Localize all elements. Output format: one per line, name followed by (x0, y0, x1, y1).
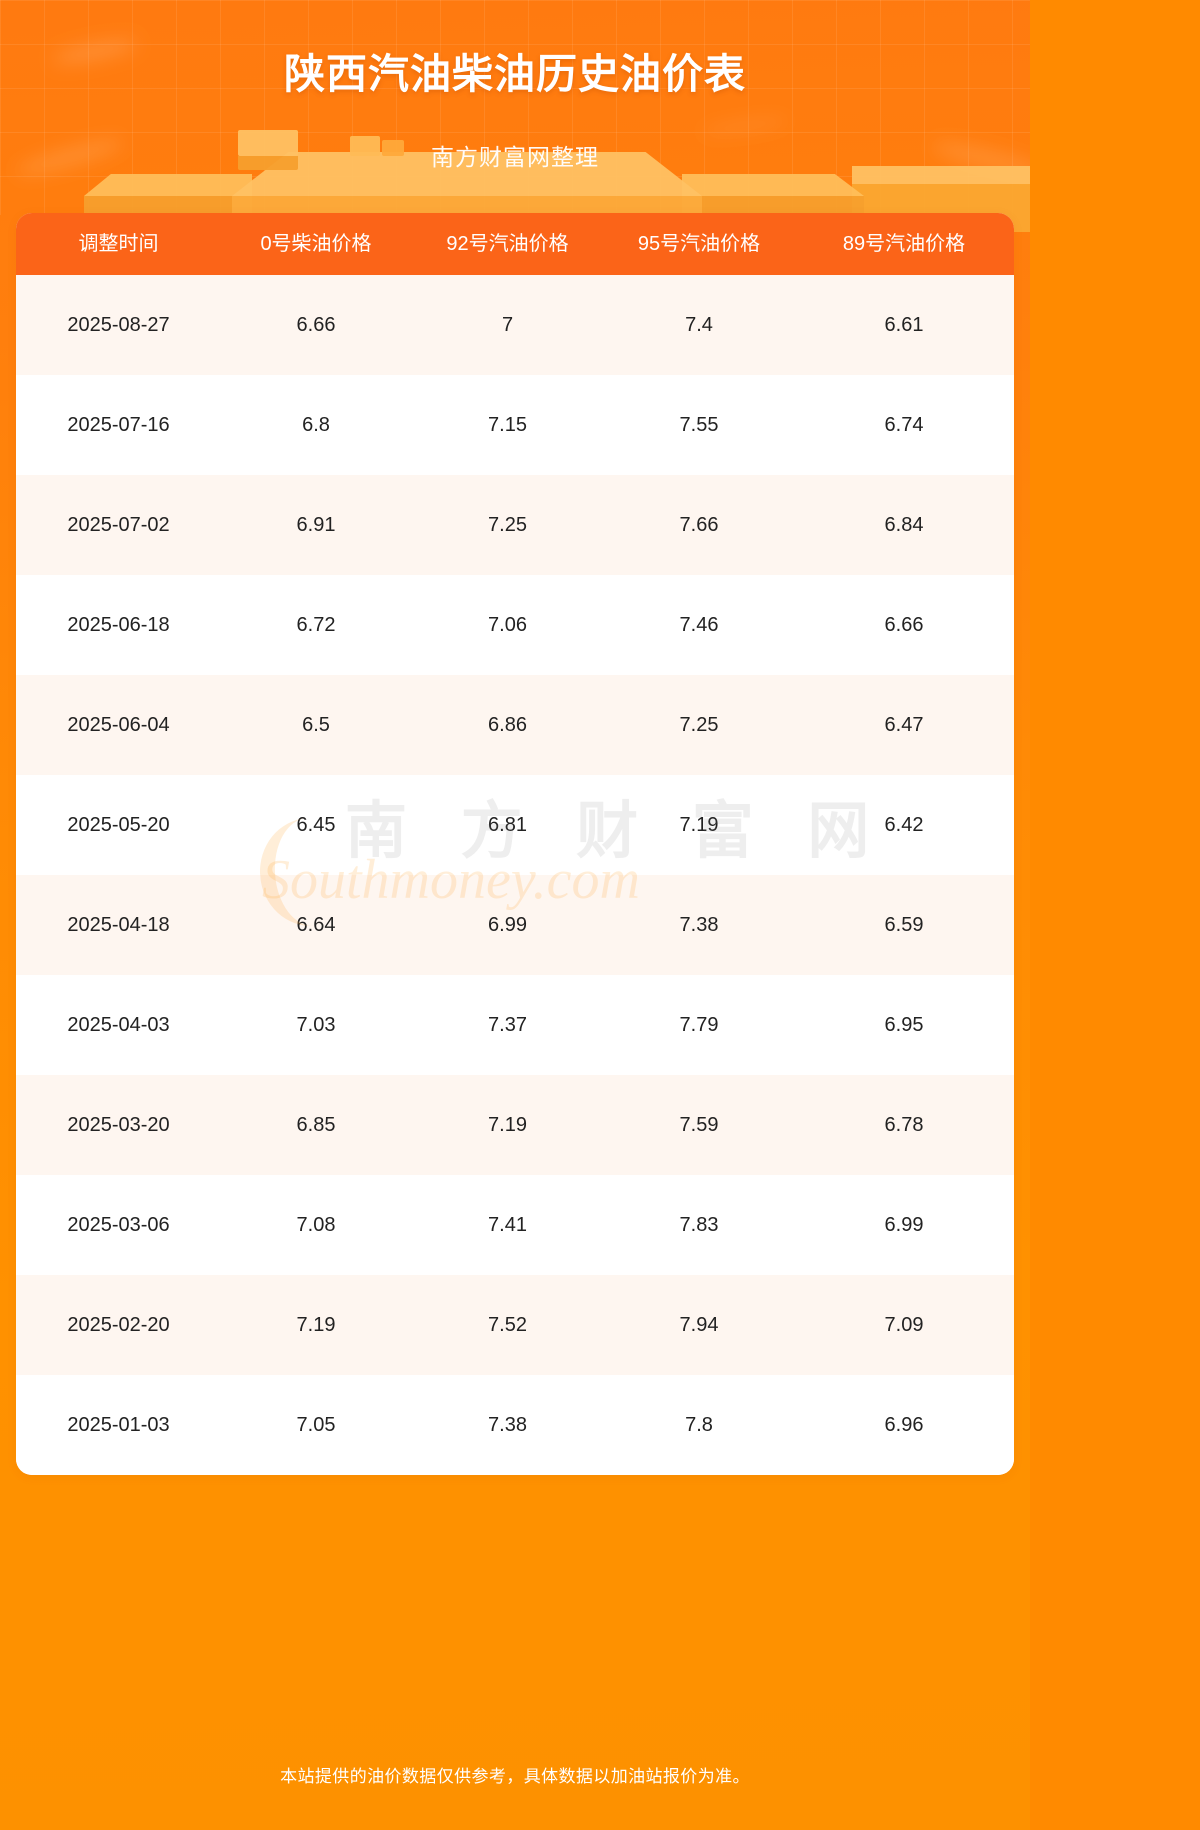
table-header: 调整时间 0号柴油价格 92号汽油价格 95号汽油价格 89号汽油价格 (16, 213, 1014, 275)
cell-gas92: 7.06 (411, 575, 604, 675)
podium-block (682, 174, 864, 196)
cell-date: 2025-03-06 (16, 1175, 221, 1275)
cell-date: 2025-07-16 (16, 375, 221, 475)
cell-diesel0: 6.5 (221, 675, 411, 775)
table-row: 2025-02-20 7.19 7.52 7.94 7.09 (16, 1275, 1014, 1375)
table-row: 2025-05-20 6.45 6.81 7.19 6.42 (16, 775, 1014, 875)
cell-gas95: 7.38 (604, 875, 794, 975)
table-row: 2025-06-18 6.72 7.06 7.46 6.66 (16, 575, 1014, 675)
cell-gas95: 7.46 (604, 575, 794, 675)
table-row: 2025-04-18 6.64 6.99 7.38 6.59 (16, 875, 1014, 975)
cell-gas89: 6.78 (794, 1075, 1014, 1175)
cell-diesel0: 6.85 (221, 1075, 411, 1175)
cell-diesel0: 6.91 (221, 475, 411, 575)
cell-gas95: 7.4 (604, 275, 794, 375)
cell-gas89: 6.95 (794, 975, 1014, 1075)
cell-date: 2025-05-20 (16, 775, 221, 875)
price-table: 调整时间 0号柴油价格 92号汽油价格 95号汽油价格 89号汽油价格 2025… (16, 213, 1014, 1475)
cell-gas92: 7.37 (411, 975, 604, 1075)
table-row: 2025-08-27 6.66 7 7.4 6.61 (16, 275, 1014, 375)
cell-gas95: 7.66 (604, 475, 794, 575)
cell-gas89: 6.66 (794, 575, 1014, 675)
cell-gas89: 6.42 (794, 775, 1014, 875)
light-streak (699, 113, 791, 139)
cell-date: 2025-08-27 (16, 275, 221, 375)
cell-gas92: 7.15 (411, 375, 604, 475)
cell-gas95: 7.79 (604, 975, 794, 1075)
cell-gas89: 7.09 (794, 1275, 1014, 1375)
hero-grid-texture (0, 0, 1030, 215)
cell-gas89: 6.74 (794, 375, 1014, 475)
cell-gas95: 7.94 (604, 1275, 794, 1375)
cell-gas92: 6.86 (411, 675, 604, 775)
cell-gas89: 6.96 (794, 1375, 1014, 1475)
cell-gas92: 7.41 (411, 1175, 604, 1275)
cell-gas95: 7.55 (604, 375, 794, 475)
cell-gas92: 7.19 (411, 1075, 604, 1175)
table-row: 2025-01-03 7.05 7.38 7.8 6.96 (16, 1375, 1014, 1475)
cell-gas92: 7 (411, 275, 604, 375)
cell-gas92: 6.81 (411, 775, 604, 875)
cell-gas92: 7.38 (411, 1375, 604, 1475)
column-header-gas89: 89号汽油价格 (794, 213, 1014, 275)
cell-date: 2025-06-04 (16, 675, 221, 775)
table-body: 2025-08-27 6.66 7 7.4 6.61 2025-07-16 6.8 7.15 7… (16, 275, 1014, 1475)
column-header-gas92: 92号汽油价格 (411, 213, 604, 275)
cell-gas95: 7.83 (604, 1175, 794, 1275)
cell-diesel0: 6.8 (221, 375, 411, 475)
cell-diesel0: 7.08 (221, 1175, 411, 1275)
cell-gas95: 7.59 (604, 1075, 794, 1175)
page-title: 陕西汽油柴油历史油价表 (284, 51, 746, 97)
cell-diesel0: 6.45 (221, 775, 411, 875)
cell-date: 2025-02-20 (16, 1275, 221, 1375)
cell-gas92: 7.25 (411, 475, 604, 575)
cell-date: 2025-01-03 (16, 1375, 221, 1475)
cell-date: 2025-07-02 (16, 475, 221, 575)
table-row: 2025-04-03 7.03 7.37 7.79 6.95 (16, 975, 1014, 1075)
table-row: 2025-07-02 6.91 7.25 7.66 6.84 (16, 475, 1014, 575)
podium-block (84, 174, 252, 196)
table-row: 2025-03-06 7.08 7.41 7.83 6.99 (16, 1175, 1014, 1275)
table-row: 2025-03-20 6.85 7.19 7.59 6.78 (16, 1075, 1014, 1175)
cell-gas95: 7.25 (604, 675, 794, 775)
cell-date: 2025-03-20 (16, 1075, 221, 1175)
column-header-diesel0: 0号柴油价格 (221, 213, 411, 275)
column-header-date: 调整时间 (16, 213, 221, 275)
cell-gas92: 6.99 (411, 875, 604, 975)
cell-gas95: 7.8 (604, 1375, 794, 1475)
cell-diesel0: 7.05 (221, 1375, 411, 1475)
cell-diesel0: 7.03 (221, 975, 411, 1075)
cell-gas92: 7.52 (411, 1275, 604, 1375)
page-subtitle: 南方财富网整理 (431, 144, 599, 170)
cell-diesel0: 7.19 (221, 1275, 411, 1375)
cell-date: 2025-04-18 (16, 875, 221, 975)
cell-gas89: 6.47 (794, 675, 1014, 775)
column-header-gas95: 95号汽油价格 (604, 213, 794, 275)
cell-diesel0: 6.64 (221, 875, 411, 975)
page-root: 陕西汽油柴油历史油价表 南方财富网整理 调整时间 0号柴油价格 92号汽油价格 … (0, 0, 1030, 1830)
cell-diesel0: 6.66 (221, 275, 411, 375)
cell-gas89: 6.61 (794, 275, 1014, 375)
cell-date: 2025-06-18 (16, 575, 221, 675)
cell-diesel0: 6.72 (221, 575, 411, 675)
disclaimer-note: 本站提供的油价数据仅供参考，具体数据以加油站报价为准。 (280, 1767, 750, 1786)
table-header-row: 调整时间 0号柴油价格 92号汽油价格 95号汽油价格 89号汽油价格 (16, 213, 1014, 275)
table-row: 2025-06-04 6.5 6.86 7.25 6.47 (16, 675, 1014, 775)
cell-gas89: 6.84 (794, 475, 1014, 575)
cell-gas95: 7.19 (604, 775, 794, 875)
cell-gas89: 6.59 (794, 875, 1014, 975)
cell-date: 2025-04-03 (16, 975, 221, 1075)
table-row: 2025-07-16 6.8 7.15 7.55 6.74 (16, 375, 1014, 475)
price-table-card: 调整时间 0号柴油价格 92号汽油价格 95号汽油价格 89号汽油价格 2025… (16, 213, 1014, 1475)
cell-gas89: 6.99 (794, 1175, 1014, 1275)
